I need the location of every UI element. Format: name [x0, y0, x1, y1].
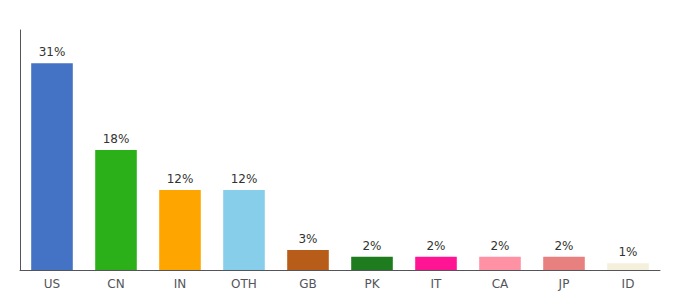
svg-text:CA: CA: [492, 277, 509, 291]
svg-text:OTH: OTH: [231, 277, 257, 291]
svg-text:12%: 12%: [231, 172, 258, 186]
svg-text:IT: IT: [431, 277, 443, 291]
svg-text:GB: GB: [299, 277, 317, 291]
svg-text:CN: CN: [107, 277, 124, 291]
svg-text:1%: 1%: [618, 245, 637, 259]
svg-text:2%: 2%: [362, 239, 381, 253]
svg-text:31%: 31%: [39, 45, 66, 59]
svg-text:18%: 18%: [103, 132, 130, 146]
svg-text:JP: JP: [558, 277, 570, 291]
svg-text:IN: IN: [174, 277, 187, 291]
svg-text:US: US: [44, 277, 60, 291]
svg-text:2%: 2%: [554, 239, 573, 253]
svg-text:3%: 3%: [298, 232, 317, 246]
svg-text:2%: 2%: [426, 239, 445, 253]
svg-text:2%: 2%: [490, 239, 509, 253]
svg-text:12%: 12%: [167, 172, 194, 186]
svg-text:PK: PK: [364, 277, 380, 291]
svg-text:ID: ID: [622, 277, 635, 291]
